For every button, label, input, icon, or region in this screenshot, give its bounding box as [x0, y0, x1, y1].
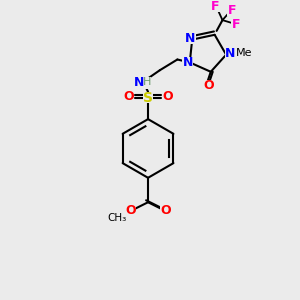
FancyBboxPatch shape [123, 90, 134, 102]
FancyBboxPatch shape [227, 5, 237, 16]
Text: O: O [125, 204, 136, 217]
Text: N: N [225, 47, 235, 60]
FancyBboxPatch shape [134, 77, 151, 89]
Text: O: O [162, 90, 173, 103]
Text: H: H [143, 77, 151, 88]
FancyBboxPatch shape [124, 204, 136, 216]
FancyBboxPatch shape [182, 57, 193, 68]
Text: F: F [228, 4, 236, 17]
FancyBboxPatch shape [160, 204, 172, 216]
FancyBboxPatch shape [225, 48, 236, 59]
Text: CH₃: CH₃ [107, 213, 126, 223]
FancyBboxPatch shape [162, 90, 173, 102]
FancyBboxPatch shape [234, 48, 254, 58]
Text: O: O [160, 204, 171, 217]
Text: N: N [183, 56, 193, 69]
Text: Me: Me [236, 48, 252, 58]
FancyBboxPatch shape [106, 212, 128, 224]
Text: O: O [123, 90, 134, 103]
FancyBboxPatch shape [203, 80, 214, 91]
FancyBboxPatch shape [185, 33, 196, 44]
Text: S: S [143, 91, 153, 105]
Text: N: N [134, 76, 144, 89]
FancyBboxPatch shape [210, 1, 220, 12]
Text: F: F [232, 17, 240, 31]
Text: N: N [185, 32, 195, 45]
FancyBboxPatch shape [143, 92, 153, 103]
FancyBboxPatch shape [231, 19, 241, 29]
Text: O: O [203, 79, 214, 92]
Text: F: F [210, 0, 219, 13]
